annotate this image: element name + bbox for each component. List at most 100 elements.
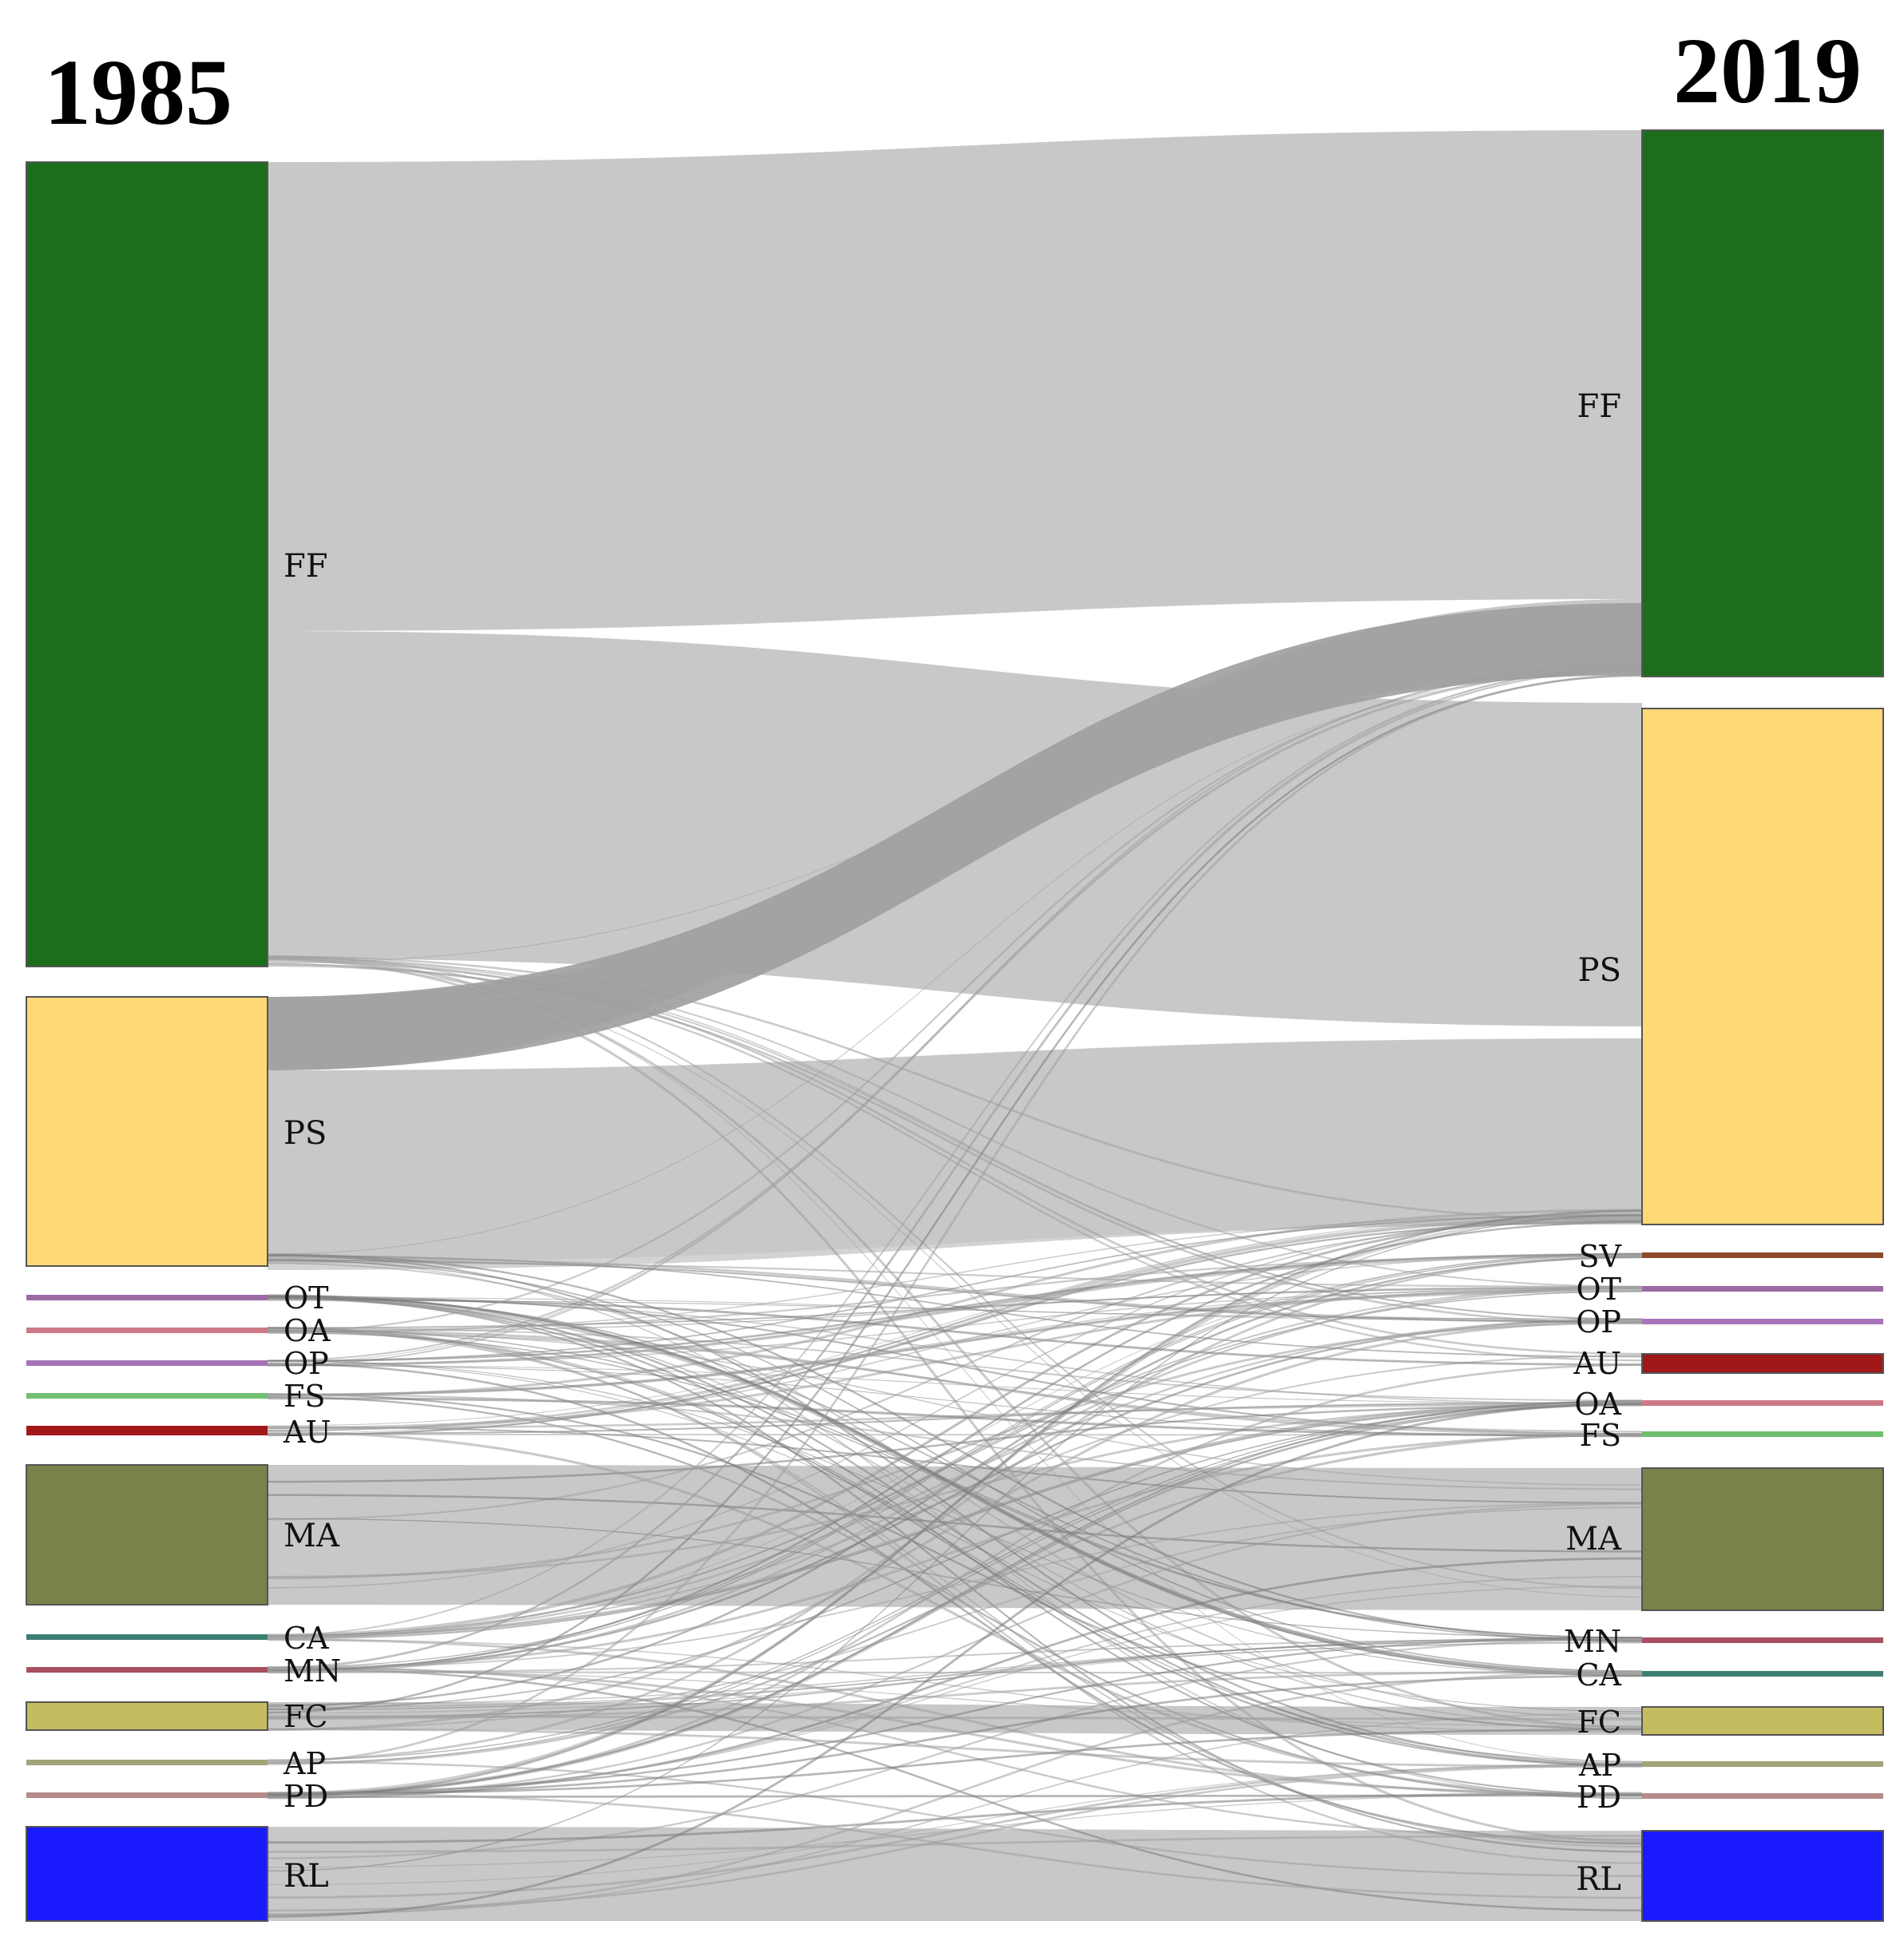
label-2019-ps: PS	[1578, 952, 1621, 989]
link-strand	[267, 1214, 1643, 1872]
link-minor-ps	[268, 1198, 1642, 1270]
year-1985-heading: 1985	[44, 40, 232, 145]
node-1985-pd	[26, 1792, 268, 1798]
node-2019-ps	[1641, 708, 1884, 1225]
label-2019-ot: OT	[1577, 1272, 1622, 1307]
link-strand	[267, 1329, 1643, 1848]
node-2019-ma	[1641, 1467, 1884, 1611]
link-strand	[267, 1254, 1643, 1367]
nodes	[26, 129, 1884, 1922]
node-2019-au	[1641, 1353, 1884, 1374]
node-2019-rl	[1641, 1830, 1884, 1922]
link-strand	[267, 665, 1643, 1333]
node-2019-ap	[1642, 1761, 1883, 1767]
link-strand	[267, 1287, 1643, 1430]
node-1985-ma	[26, 1464, 268, 1606]
node-1985-op	[26, 1360, 268, 1366]
link-strand	[267, 1638, 1643, 1860]
link-strand	[267, 1835, 1643, 1853]
node-1985-ca	[26, 1634, 268, 1640]
node-1985-oa	[26, 1328, 268, 1333]
link-strand	[267, 1330, 1643, 1486]
node-2019-op	[1642, 1319, 1883, 1324]
link-strand	[267, 1402, 1643, 1435]
label-1985-mn: MN	[284, 1653, 341, 1689]
node-1985-fs	[26, 1393, 268, 1399]
link-strand	[267, 1355, 1643, 1639]
link-strand	[267, 1404, 1643, 1637]
link-strand	[267, 1792, 1643, 1868]
link-strand	[267, 1359, 1643, 1677]
label-2019-rl: RL	[1576, 1861, 1621, 1898]
link-strand	[267, 666, 1643, 1637]
link-strand	[267, 673, 1643, 1764]
link-strand	[267, 1502, 1643, 1799]
label-2019-ca: CA	[1576, 1657, 1621, 1693]
link-strand	[267, 1214, 1643, 1362]
link-strand	[267, 1764, 1643, 1912]
label-1985-ff: FF	[284, 548, 328, 585]
link-strand	[267, 1404, 1643, 1483]
link-strand	[267, 1403, 1643, 1764]
label-2019-sv: SV	[1579, 1239, 1622, 1274]
link-strand	[267, 1794, 1643, 1799]
flow-links	[267, 130, 1643, 1921]
node-1985-mn	[26, 1667, 268, 1673]
link-strand	[267, 1667, 1643, 1912]
label-1985-ap: AP	[283, 1746, 326, 1781]
link-strand	[267, 1641, 1643, 1709]
node-2019-ot	[1642, 1286, 1883, 1292]
link-strand	[267, 1296, 1643, 1321]
label-1985-ps: PS	[284, 1115, 327, 1152]
link-strand	[267, 1215, 1643, 1427]
link-strand	[267, 1363, 1643, 1797]
link-strand	[267, 668, 1643, 1362]
node-1985-rl	[26, 1826, 268, 1922]
link-strand	[267, 1729, 1643, 1796]
label-2019-mn: MN	[1564, 1624, 1621, 1659]
link-strand	[267, 669, 1643, 1363]
label-1985-fs: FS	[284, 1379, 325, 1414]
link-strand	[267, 1296, 1643, 1796]
link-strand	[267, 1216, 1643, 1432]
link-strand	[267, 1318, 1643, 1638]
node-2019-fc	[1641, 1706, 1884, 1736]
label-2019-fc: FC	[1577, 1705, 1621, 1740]
link-strand	[267, 1502, 1643, 1669]
link-strand	[267, 1638, 1643, 1673]
label-2019-op: OP	[1576, 1304, 1621, 1340]
link-strand	[267, 1253, 1643, 1639]
node-1985-au	[26, 1426, 268, 1435]
node-1985-ff	[26, 161, 268, 967]
link-strand	[267, 1670, 1643, 1915]
label-1985-fc: FC	[284, 1699, 327, 1734]
link-strand	[267, 1256, 1643, 1323]
link-strand	[267, 1209, 1643, 1798]
link-strand	[267, 1669, 1643, 1721]
year-2019-heading: 2019	[1673, 18, 1862, 123]
node-2019-mn	[1642, 1637, 1883, 1643]
link-strand	[267, 1494, 1643, 1553]
link-strand	[267, 963, 1643, 1598]
link-strand	[267, 1364, 1643, 1404]
link-strand	[267, 1294, 1643, 1675]
link-strand	[267, 1262, 1643, 1720]
node-1985-ap	[26, 1760, 268, 1765]
link-strand	[267, 963, 1643, 1362]
link-strand	[267, 1666, 1643, 1796]
link-strand	[267, 964, 1643, 1325]
link-strand	[267, 668, 1643, 1669]
link-strand	[267, 1254, 1643, 1332]
label-1985-pd: PD	[284, 1779, 328, 1814]
link-strand	[267, 1329, 1643, 1767]
label-2019-pd: PD	[1577, 1780, 1621, 1815]
link-strand	[267, 1792, 1643, 1899]
link-strand	[267, 1254, 1643, 1765]
node-1985-ps	[26, 996, 268, 1267]
link-ff-ff	[268, 130, 1642, 631]
link-strand	[267, 1402, 1643, 1918]
link-strand	[267, 1287, 1643, 1674]
link-strand	[267, 1433, 1643, 1669]
link-strand	[267, 1328, 1643, 1638]
